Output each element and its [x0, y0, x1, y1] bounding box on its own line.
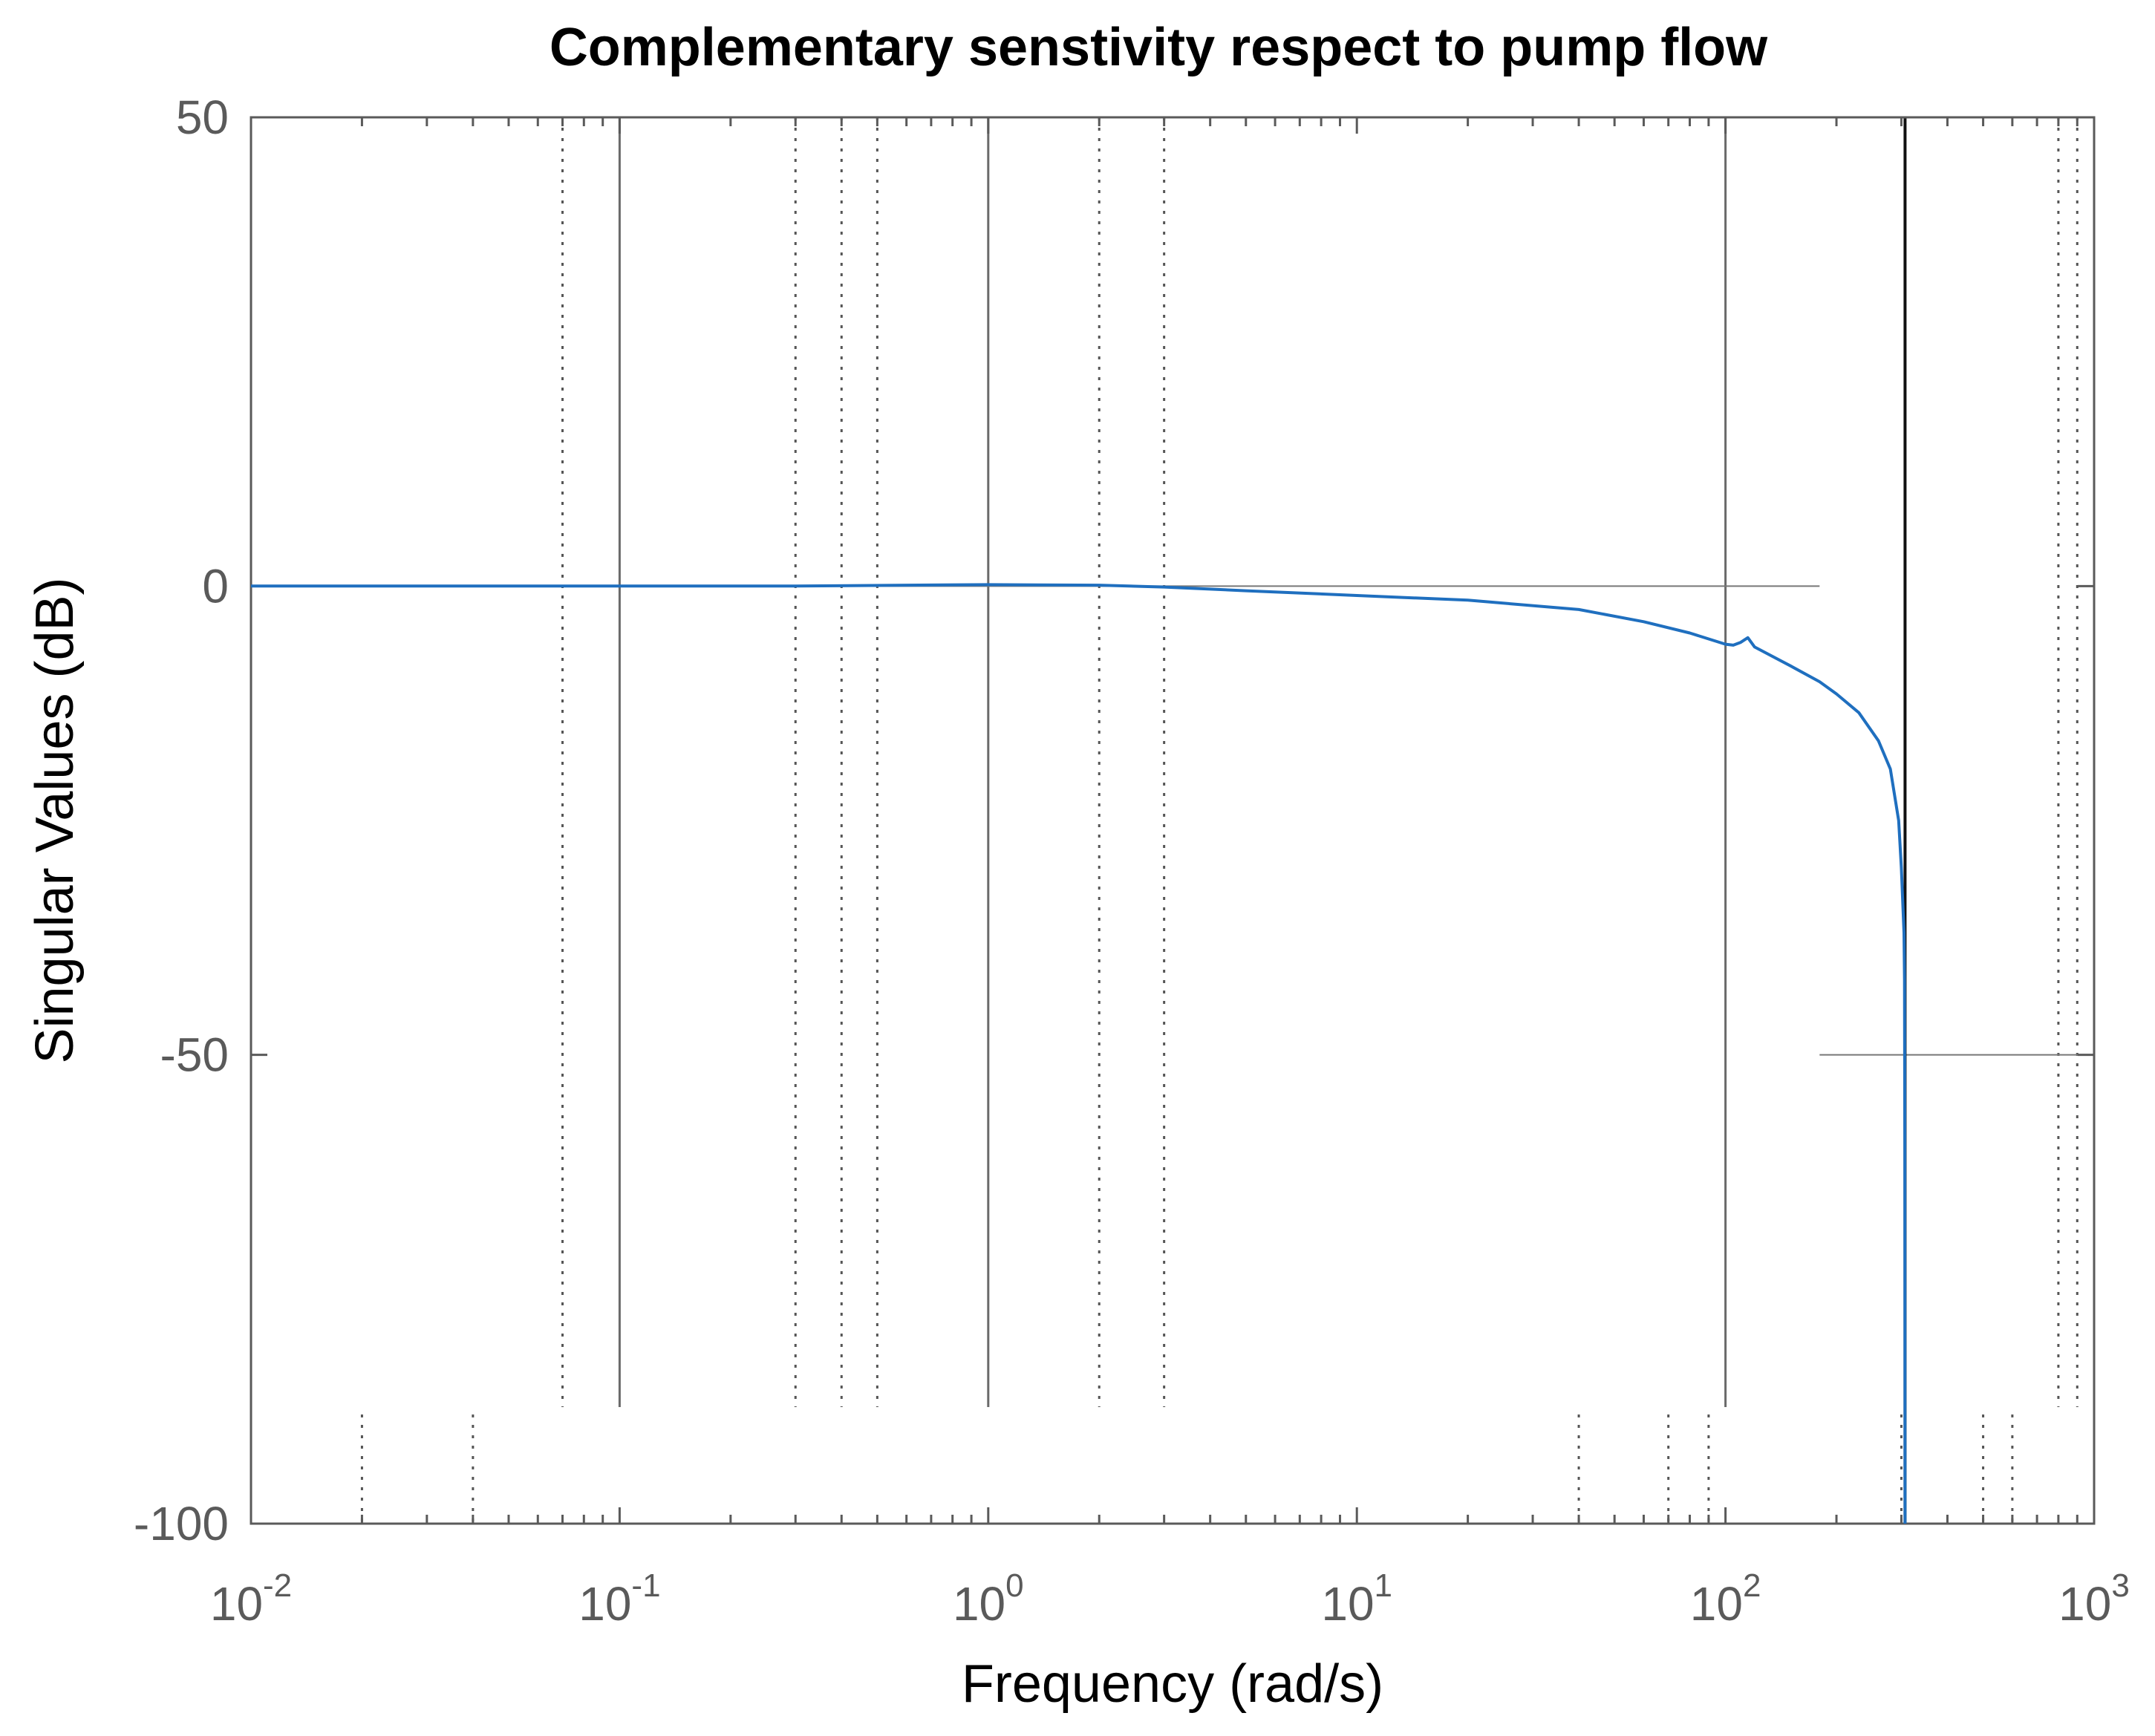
- series-group: [251, 583, 1907, 1524]
- x-tick-base: 10: [210, 1577, 263, 1631]
- x-tick-base: 10: [578, 1577, 631, 1631]
- x-tick-label: 10-2: [210, 1567, 292, 1631]
- chart-title: Complementary senstivity respect to pump…: [550, 18, 1768, 77]
- series-line: [251, 583, 1907, 1524]
- x-tick-label: 10-1: [578, 1567, 660, 1631]
- x-tick-base: 10: [1321, 1577, 1374, 1631]
- y-tick-label: 50: [176, 91, 229, 144]
- axis-ticks: [250, 116, 2096, 1525]
- y-tick-labels: 50 0 -50 -100: [134, 91, 229, 1550]
- x-tick-label: 101: [1321, 1567, 1392, 1631]
- y-tick-label: 0: [202, 559, 229, 613]
- x-tick-exponent: 2: [1743, 1567, 1761, 1604]
- x-tick-base: 10: [953, 1577, 1005, 1631]
- x-tick-base: 10: [2058, 1577, 2111, 1631]
- y-tick-label: -50: [160, 1028, 229, 1082]
- x-tick-label: 103: [2058, 1567, 2130, 1631]
- x-tick-base: 10: [1690, 1577, 1743, 1631]
- x-tick-exponent: 1: [1375, 1567, 1392, 1604]
- y-axis-label: Singular Values (dB): [25, 578, 85, 1064]
- x-tick-exponent: -1: [631, 1567, 660, 1604]
- x-tick-exponent: -2: [263, 1567, 292, 1604]
- x-tick-label: 102: [1690, 1567, 1761, 1631]
- x-tick-exponent: 3: [2111, 1567, 2129, 1604]
- x-tick-exponent: 0: [1005, 1567, 1023, 1604]
- plot-area: [250, 116, 2096, 1525]
- x-axis-label: Frequency (rad/s): [962, 1654, 1383, 1714]
- x-tick-labels: 10-2 10-1 100 101 102 103: [210, 1567, 2130, 1631]
- x-tick-label: 100: [953, 1567, 1024, 1631]
- y-tick-label: -100: [134, 1497, 229, 1550]
